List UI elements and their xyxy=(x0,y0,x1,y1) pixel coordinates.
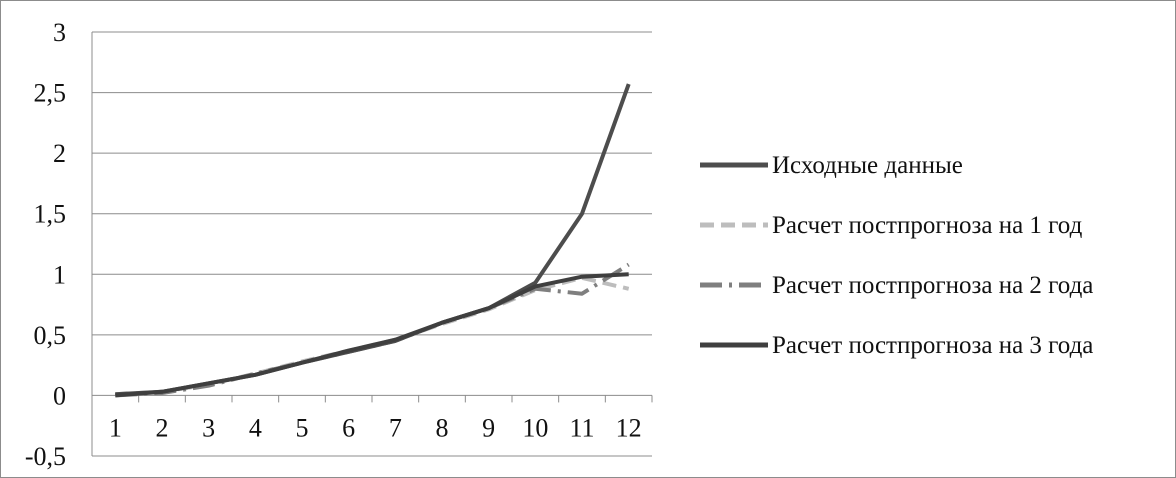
legend-label-4: Расчет постпрогноза на 3 года xyxy=(772,332,1093,359)
y-tick-label: 0,5 xyxy=(34,321,67,350)
x-tick-label: 9 xyxy=(482,413,495,442)
x-tick-label: 7 xyxy=(389,413,402,442)
series-line-1 xyxy=(115,83,631,397)
legend: Исходные данные Расчет постпрогноза на 1 … xyxy=(700,152,1093,359)
x-tick-label: 8 xyxy=(436,413,449,442)
x-tick-label: 2 xyxy=(156,413,169,442)
y-tick-label: 1,5 xyxy=(34,200,67,229)
x-tick-label: 1 xyxy=(109,413,122,442)
x-tick-label: 4 xyxy=(249,413,262,442)
legend-label-1: Исходные данные xyxy=(772,152,963,179)
legend-label-2: Расчет постпрогноза на 1 год xyxy=(772,212,1083,239)
y-tick-label: 2 xyxy=(53,139,66,168)
x-tick-label: 5 xyxy=(296,413,309,442)
y-tick-label: 0 xyxy=(53,381,66,410)
series-line-4 xyxy=(115,272,629,398)
gridlines xyxy=(92,31,652,457)
x-axis xyxy=(91,394,653,403)
x-tick-label: 11 xyxy=(569,413,594,442)
y-tick-label: 2,5 xyxy=(34,79,67,108)
x-tick-label: 10 xyxy=(522,413,548,442)
legend-label-3: Расчет постпрогноза на 2 года xyxy=(772,272,1093,299)
y-tick-label: 3 xyxy=(53,18,66,47)
y-tick-label: 1 xyxy=(53,260,66,289)
x-tick-label: 3 xyxy=(202,413,215,442)
series-lines xyxy=(115,83,631,398)
x-tick-label: 6 xyxy=(342,413,355,442)
x-axis-tick-labels: 1 2 3 4 5 6 7 8 9 10 11 12 xyxy=(109,413,642,442)
y-axis-tick-labels: -0,5 0 0,5 1 1,5 2 2,5 3 xyxy=(25,18,66,471)
series-line-2 xyxy=(115,275,630,397)
x-tick-label: 12 xyxy=(616,413,642,442)
y-tick-label: -0,5 xyxy=(25,442,66,471)
series-line-3 xyxy=(115,262,630,398)
